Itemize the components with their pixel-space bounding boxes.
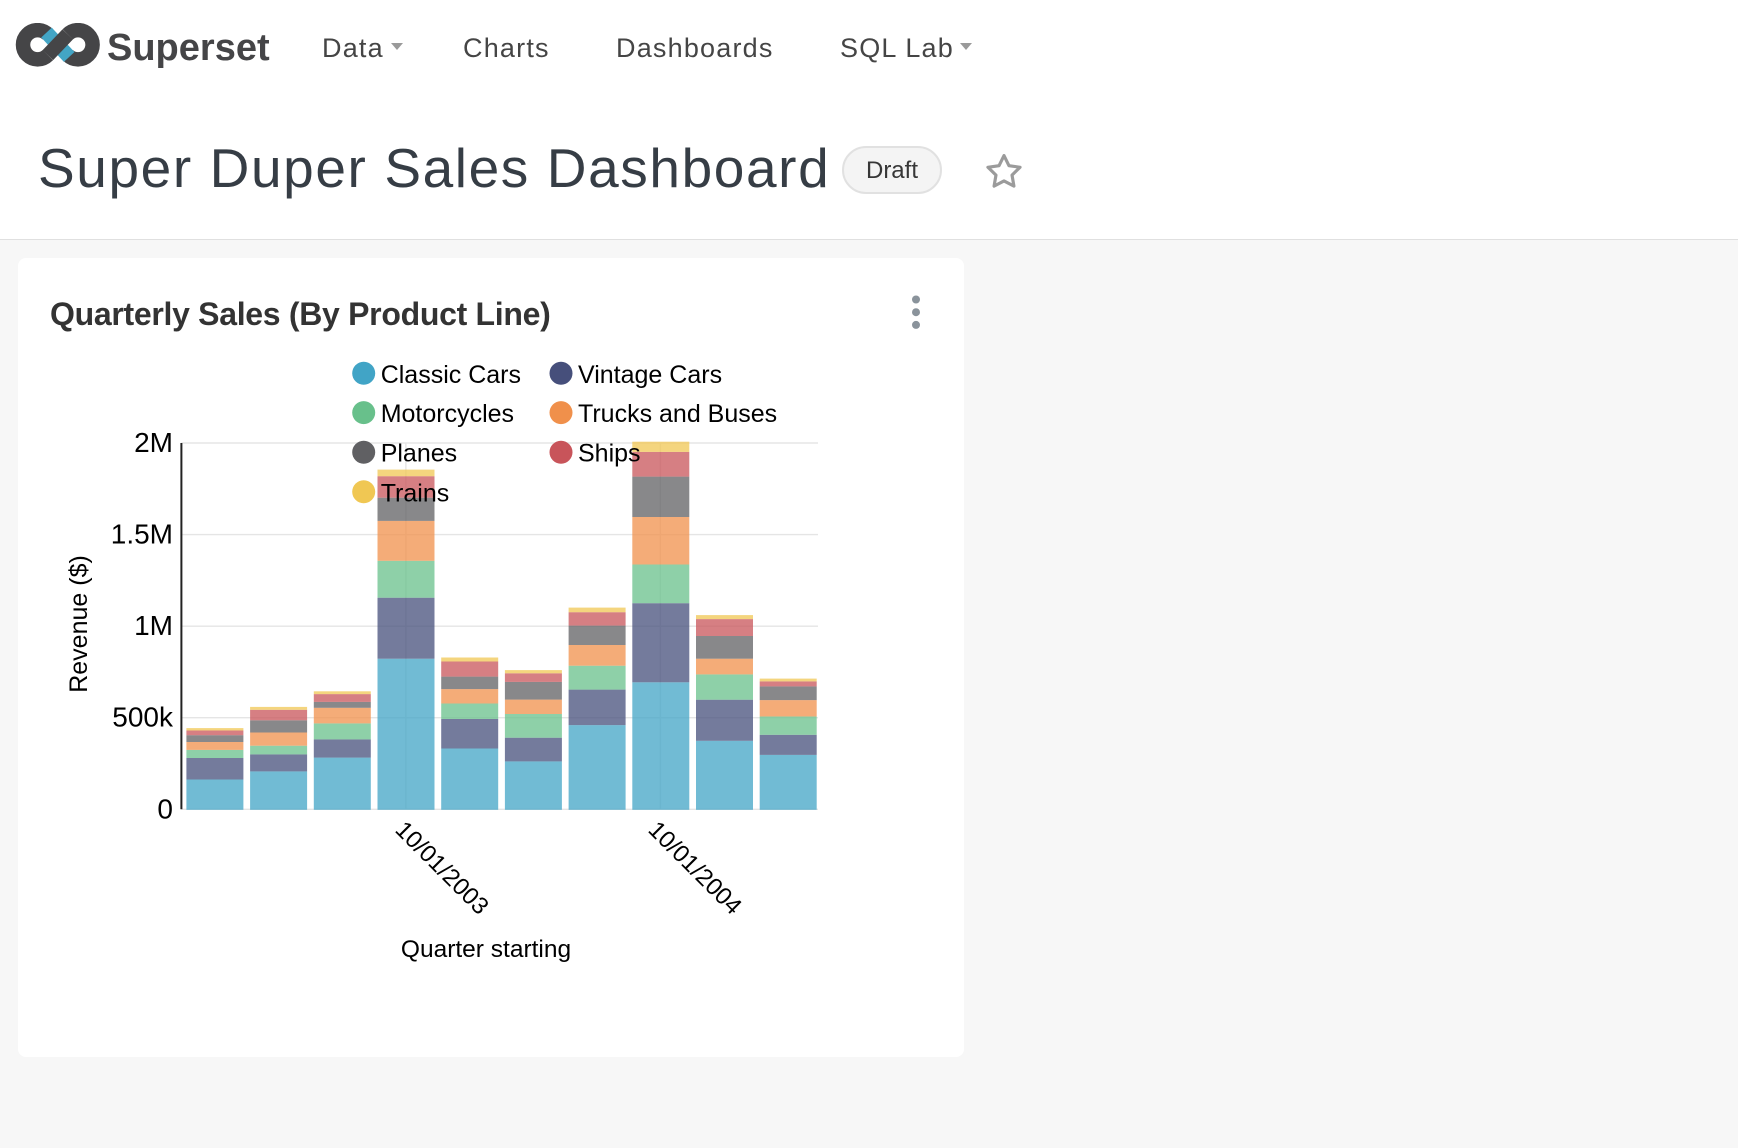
svg-text:Quarterly Sales (By Product Li: Quarterly Sales (By Product Line) [50,296,550,332]
svg-text:Ships: Ships [578,440,641,468]
svg-text:Motorcycles: Motorcycles [381,400,514,428]
svg-text:500k: 500k [112,702,174,733]
svg-text:Revenue ($): Revenue ($) [65,555,93,693]
svg-text:Classic Cars: Classic Cars [381,361,521,389]
svg-text:10/01/2004: 10/01/2004 [643,816,747,920]
svg-text:Planes: Planes [381,440,457,468]
svg-text:Trains: Trains [381,479,450,507]
svg-text:10/01/2003: 10/01/2003 [390,816,494,920]
svg-text:1.5M: 1.5M [111,519,173,550]
svg-text:Quarter starting: Quarter starting [401,936,571,963]
svg-text:1M: 1M [134,610,173,641]
svg-text:0: 0 [157,793,173,824]
svg-text:Trucks and Buses: Trucks and Buses [578,400,777,428]
svg-text:Vintage Cars: Vintage Cars [578,361,722,389]
svg-text:2M: 2M [134,427,173,458]
